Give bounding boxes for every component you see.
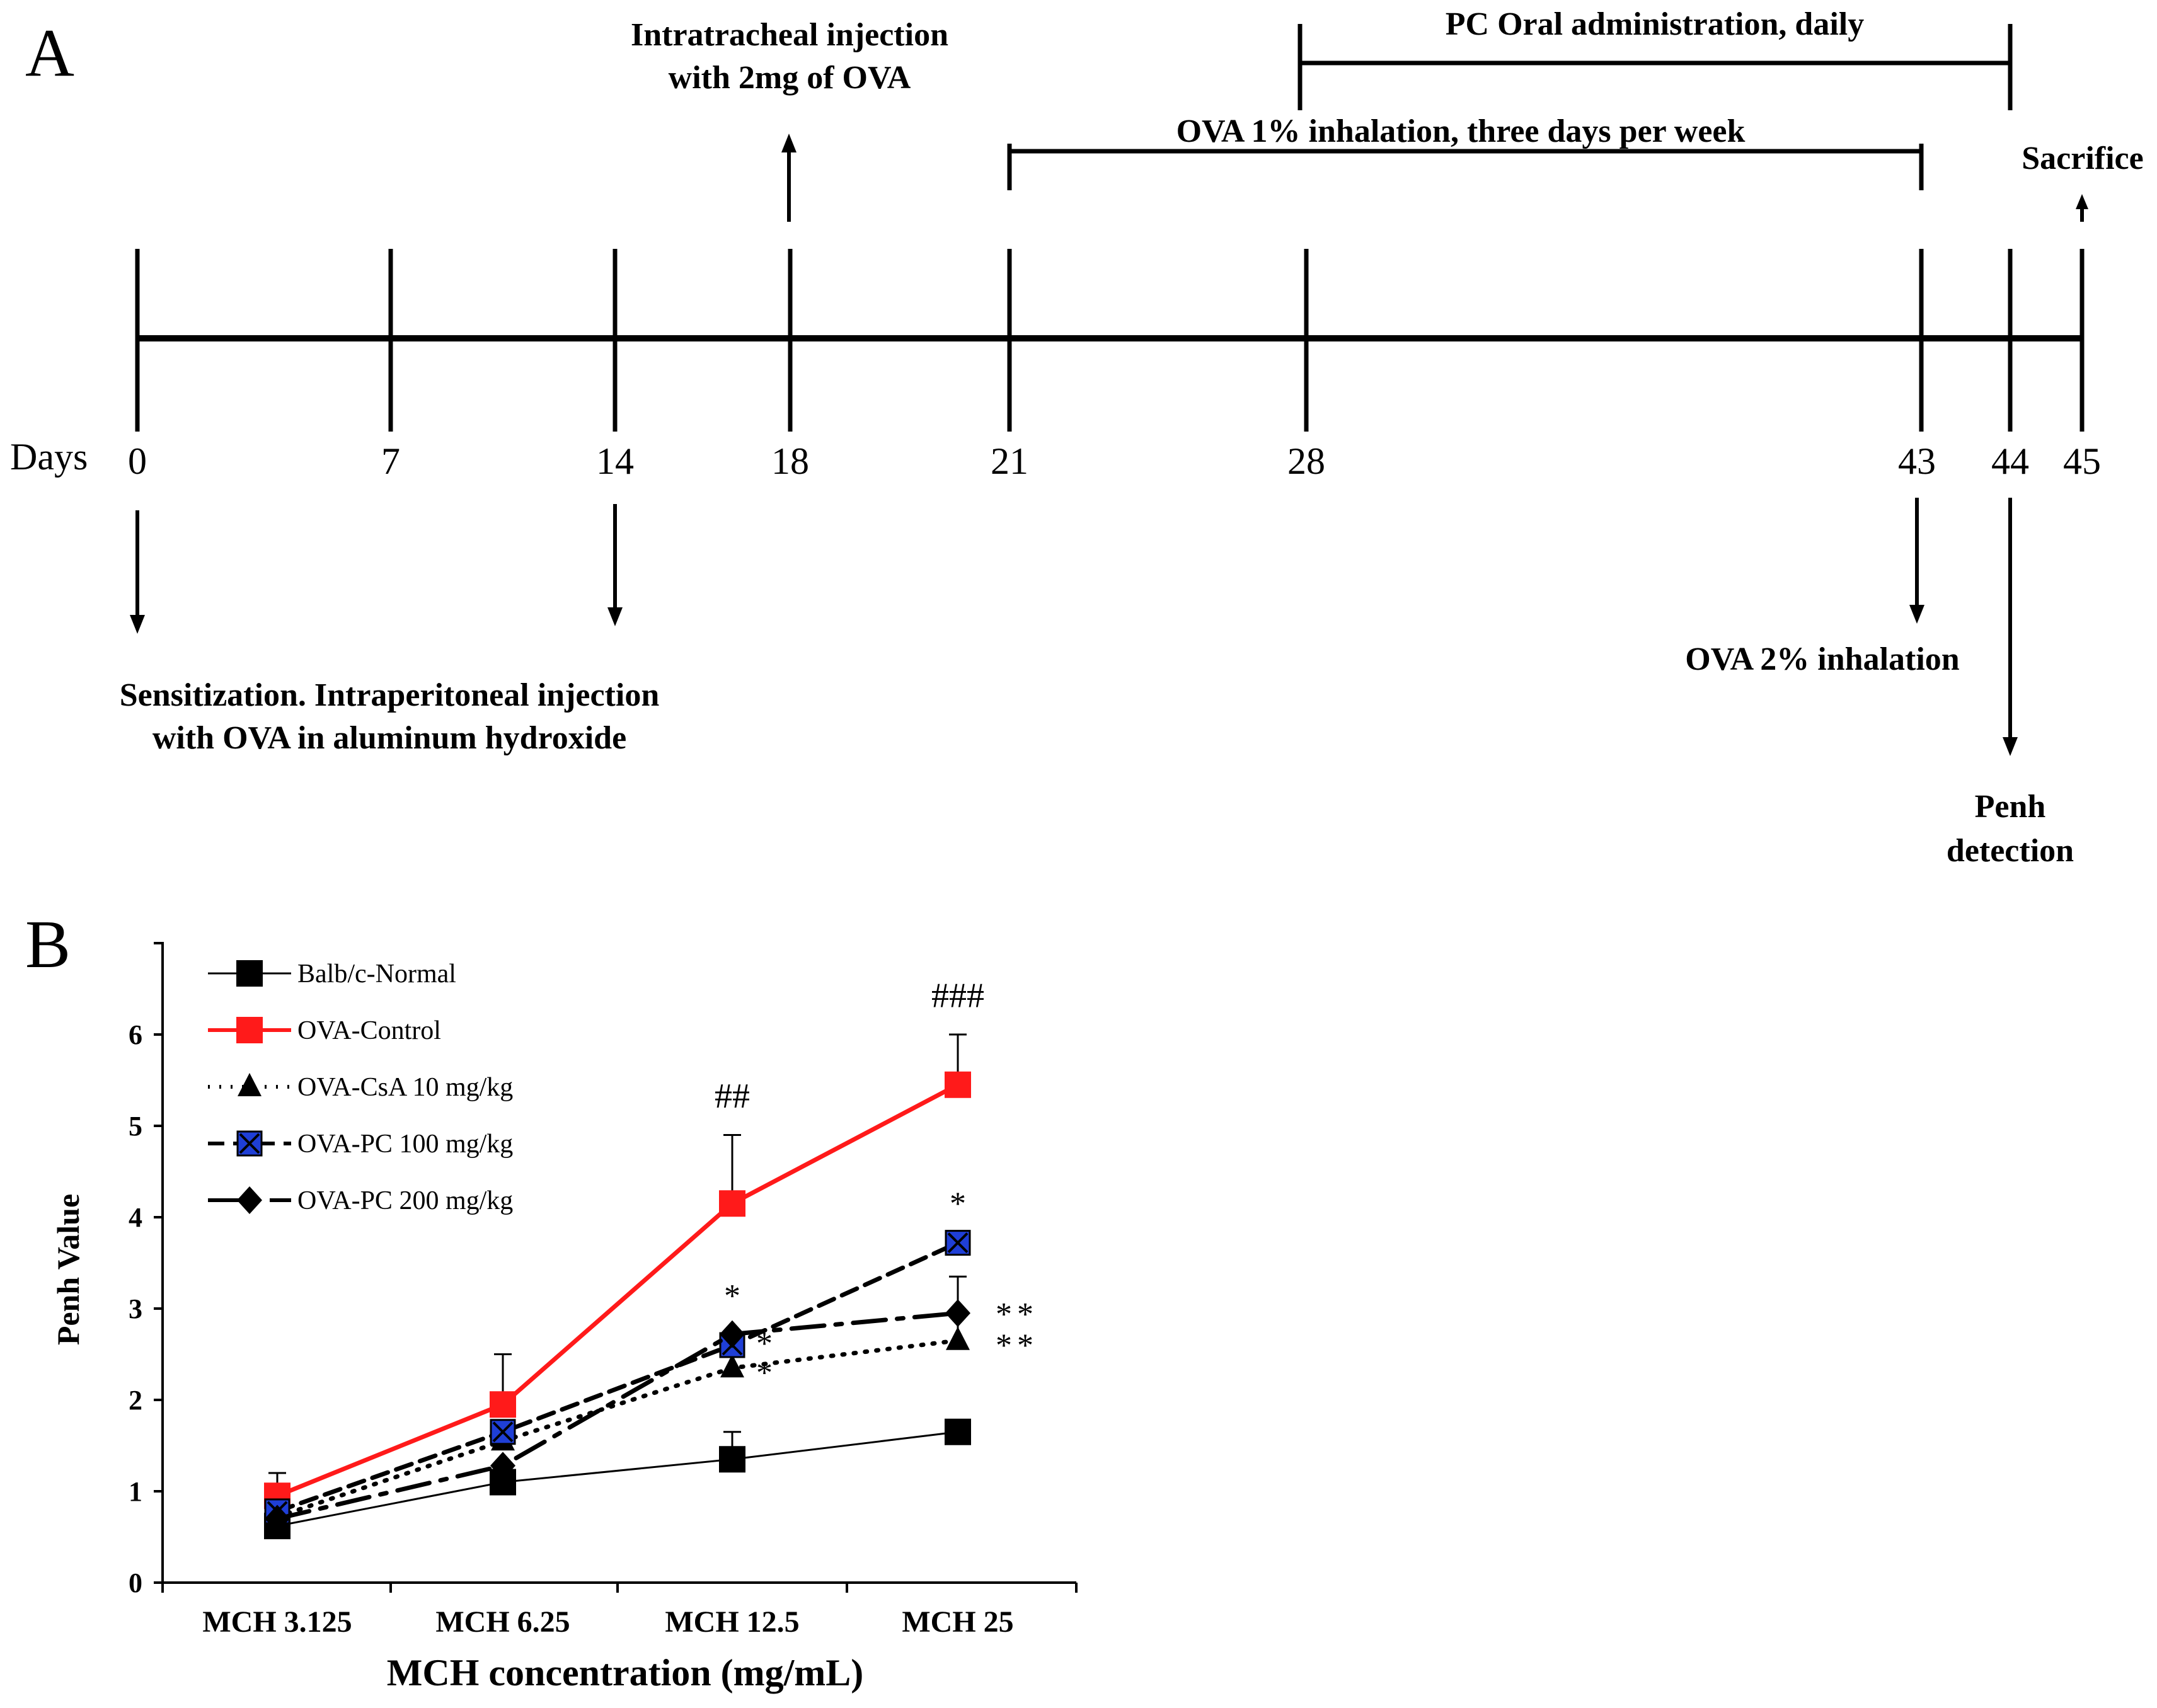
- y-tick-label: 1: [129, 1476, 142, 1507]
- data-point: [945, 1299, 970, 1327]
- legend: Balb/c-Normal OVA-Control OVA-CsA 10 mg/kg…: [208, 960, 513, 1215]
- penh-line-2: detection: [1947, 833, 2074, 869]
- sensitization-text: Sensitization. Intraperitoneal injection…: [120, 677, 660, 756]
- sacrifice-arrowhead: [2076, 194, 2088, 209]
- intratracheal-text: Intratracheal injection with 2mg of OVA: [631, 17, 948, 96]
- penh-line-1: Penh: [1975, 789, 2046, 825]
- day-label: 45: [2063, 440, 2101, 482]
- y-tick-label: 0: [129, 1568, 142, 1598]
- legend-swatch-marker: [238, 1073, 262, 1096]
- series-line: [275, 1082, 960, 1498]
- day-label: 7: [381, 440, 400, 482]
- pc-oral-text: PC Oral administration, daily: [1446, 6, 1864, 42]
- x-tick-label: MCH 6.25: [435, 1605, 570, 1639]
- significance-annotation: *: [756, 1326, 773, 1362]
- day-label: 44: [1991, 440, 2029, 482]
- day-label: 0: [128, 440, 147, 482]
- series-3: [264, 1230, 971, 1525]
- y-tick-label: 4: [129, 1202, 142, 1233]
- significance-annotation: *: [756, 1355, 773, 1391]
- significance-annotation: **: [996, 1327, 1038, 1363]
- data-point: [945, 1071, 971, 1098]
- series-line: [275, 1241, 960, 1514]
- data-point: [946, 1326, 970, 1350]
- sensitization-arrowhead-day0: [130, 615, 145, 634]
- days-label: Days: [10, 436, 88, 478]
- series-line: [276, 1431, 959, 1527]
- y-tick-label: 6: [129, 1019, 142, 1050]
- data-point: [720, 1320, 745, 1348]
- legend-label: OVA-PC 200 mg/kg: [297, 1186, 513, 1215]
- legend-swatch-marker: [236, 1017, 263, 1043]
- data-point: [719, 1190, 745, 1217]
- series-2: [265, 1312, 970, 1527]
- sacrifice-text: Sacrifice: [2022, 140, 2143, 176]
- intratracheal-line-1: Intratracheal injection: [631, 17, 948, 53]
- day-label: 43: [1898, 440, 1936, 482]
- significance-annotation: ##: [715, 1077, 750, 1116]
- y-axis-title: Penh Value: [50, 1194, 86, 1345]
- data-point: [265, 1505, 290, 1533]
- panel-a-label: A: [25, 16, 74, 91]
- x-tick-label: MCH 12.5: [665, 1605, 799, 1639]
- series-line: [275, 1338, 960, 1520]
- data-point: [945, 1418, 971, 1445]
- legend-label: Balb/c-Normal: [297, 960, 456, 989]
- day-label: 21: [991, 440, 1028, 482]
- legend-swatch-marker: [236, 960, 263, 987]
- significance-annotation: **: [996, 1297, 1038, 1333]
- data-point: [490, 1391, 516, 1418]
- series-4: [265, 1275, 970, 1533]
- legend-label: OVA-CsA 10 mg/kg: [297, 1073, 513, 1102]
- data-point: [719, 1446, 745, 1473]
- x-tick-label: MCH 25: [902, 1605, 1013, 1639]
- legend-swatch-marker-cross: [239, 1133, 260, 1154]
- day-label: 14: [596, 440, 634, 482]
- significance-annotation: *: [950, 1186, 966, 1222]
- panel-b-label: B: [25, 907, 71, 982]
- panel-b: B 0 1 2 3 4 5 6 MCH 3.125 MCH 6.25 MCH 12.5 MCH 25…: [25, 907, 1078, 1694]
- data-point: [720, 1354, 744, 1378]
- day-labels: 0 7 14 18 21 28 43 44 45: [128, 440, 2101, 482]
- series-line: [275, 1310, 960, 1521]
- timeline-ticks: [135, 249, 2085, 432]
- data-point-cross: [492, 1421, 514, 1443]
- ova-1pct-text: OVA 1% inhalation, three days per week: [1176, 113, 1746, 149]
- data-point: [490, 1452, 515, 1480]
- sensitization-arrowhead-day14: [607, 607, 623, 626]
- intratracheal-line-2: with 2mg of OVA: [669, 60, 911, 96]
- y-tick-label: 2: [129, 1385, 142, 1416]
- y-tick-label: 5: [129, 1111, 142, 1142]
- sensitization-line-1: Sensitization. Intraperitoneal injection: [120, 677, 660, 713]
- x-tick-label: MCH 3.125: [202, 1605, 352, 1639]
- penh-arrowhead: [2003, 737, 2018, 756]
- legend-label: OVA-Control: [297, 1016, 441, 1045]
- ova-2pct-arrowhead: [1909, 605, 1924, 624]
- data-point-cross: [947, 1232, 969, 1254]
- legend-swatch-marker: [237, 1186, 262, 1214]
- sensitization-line-2: with OVA in aluminum hydroxide: [152, 720, 626, 756]
- x-axis-title: MCH concentration (mg/mL): [387, 1652, 864, 1694]
- ova-2pct-text: OVA 2% inhalation: [1685, 641, 1959, 677]
- series-0: [264, 1418, 971, 1540]
- legend-label: OVA-PC 100 mg/kg: [297, 1130, 513, 1159]
- penh-text: Penh detection: [1947, 789, 2074, 869]
- series-1: [264, 1033, 971, 1510]
- y-tick-label: 3: [129, 1293, 142, 1324]
- significance-annotation: *: [724, 1278, 740, 1314]
- intratracheal-arrowhead: [781, 134, 797, 152]
- penh-chart: 0 1 2 3 4 5 6 MCH 3.125 MCH 6.25 MCH 12.5 MCH 25 MC…: [50, 942, 1078, 1694]
- panel-a: A Days 0 7 14 18 21 28 43 44 45: [10, 6, 2144, 869]
- significance-annotation: ###: [931, 977, 984, 1016]
- day-label: 28: [1287, 440, 1325, 482]
- day-label: 18: [771, 440, 809, 482]
